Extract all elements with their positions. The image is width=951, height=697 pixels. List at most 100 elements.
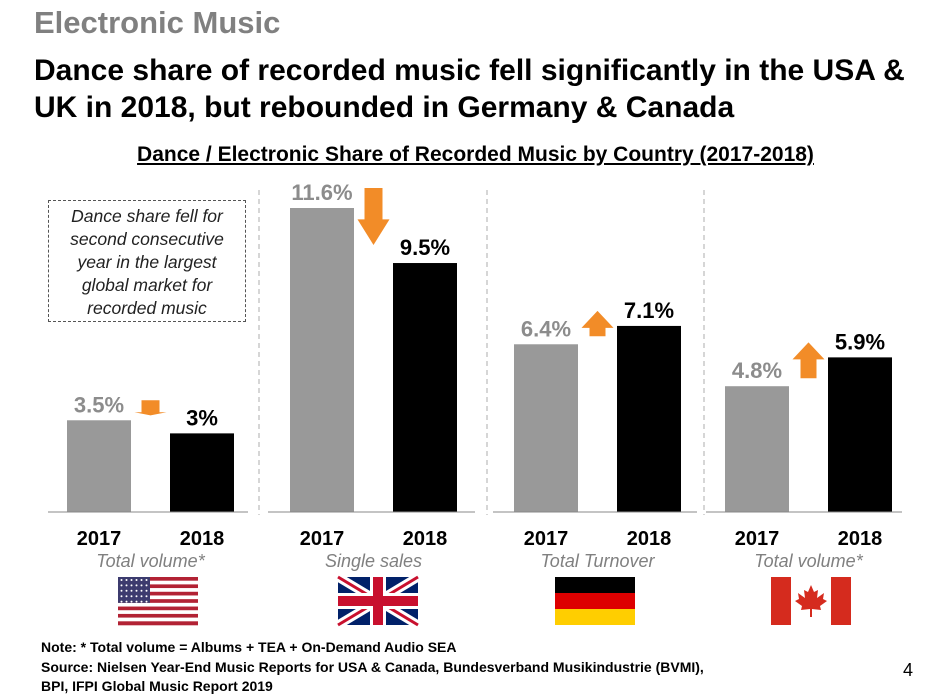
usa-flag-star	[120, 584, 123, 587]
metric-label-uk: Single sales	[325, 551, 422, 571]
usa-flag-star	[120, 600, 123, 603]
trend-arrows	[134, 188, 825, 416]
tick-label-usa-2017: 2017	[77, 528, 122, 550]
trend-arrow-up-canada	[792, 342, 825, 379]
germany-flag-stripe	[555, 609, 635, 625]
tick-label-canada-2017: 2017	[735, 528, 780, 550]
metric-labels: Total volume* Single sales Total Turnover T…	[96, 551, 863, 571]
bars	[67, 208, 892, 512]
usa-flag-stripe	[118, 602, 198, 607]
tick-label-germany-2018: 2018	[627, 528, 672, 550]
usa-flag-star	[125, 584, 128, 587]
usa-flag-stripe	[118, 621, 198, 626]
germany-flag-stripe	[555, 593, 635, 610]
usa-flag-star	[135, 584, 138, 587]
trend-arrow-up-germany	[581, 310, 614, 337]
usa-flag-star	[145, 589, 148, 592]
usa-flag-star	[140, 600, 143, 603]
bar-canada-2017	[725, 386, 789, 512]
value-label-uk-2017: 11.6%	[291, 180, 352, 205]
germany-flag-icon	[555, 577, 635, 625]
footnote-source-line1: Source: Nielsen Year-End Music Reports f…	[41, 658, 704, 675]
usa-flag-star	[125, 579, 128, 581]
usa-flag-star	[145, 595, 148, 598]
metric-label-canada: Total volume*	[754, 551, 863, 571]
value-label-uk-2018: 9.5%	[400, 235, 450, 260]
usa-flag-star	[140, 595, 143, 598]
tick-label-uk-2017: 2017	[300, 528, 345, 550]
usa-flag-stripe	[118, 606, 198, 611]
germany-flag-stripe	[555, 577, 635, 594]
value-label-usa-2018: 3%	[186, 405, 218, 430]
bar-usa-2018	[170, 433, 234, 512]
canada-flag-icon	[771, 577, 851, 625]
usa-flag-stripe	[118, 577, 198, 581]
bar-uk-2017	[290, 208, 354, 512]
bar-uk-2018	[393, 263, 457, 512]
value-labels: 3.5% 3% 11.6% 9.5% 6.4% 7.1% 4.8% 5.9%	[74, 180, 885, 430]
bar-usa-2017	[67, 420, 131, 512]
usa-flag-star	[120, 579, 123, 581]
usa-flag-star	[135, 589, 138, 592]
trend-arrow-down-uk	[357, 188, 390, 246]
callout-box: Dance share fell for second consecutive …	[48, 200, 246, 322]
usa-flag-star	[120, 589, 123, 592]
usa-flag-star	[145, 579, 148, 581]
value-label-germany-2018: 7.1%	[624, 298, 674, 323]
footnote-note: Note: * Total volume = Albums + TEA + On…	[41, 639, 457, 655]
metric-label-germany: Total Turnover	[540, 551, 655, 571]
usa-flag-stripe	[118, 580, 198, 585]
metric-label-usa: Total volume*	[96, 551, 205, 571]
trend-arrow-down-usa	[134, 400, 167, 416]
tick-label-usa-2018: 2018	[180, 528, 225, 550]
value-label-canada-2017: 4.8%	[732, 358, 782, 383]
usa-flag-star	[130, 579, 133, 581]
uk-flag-cross-red	[338, 596, 418, 606]
usa-flag-star	[145, 584, 148, 587]
usa-flag-star	[140, 584, 143, 587]
usa-flag-canton	[118, 577, 150, 603]
usa-flag-stripe	[118, 591, 198, 596]
usa-flag-star	[120, 595, 123, 598]
usa-flag-icon	[118, 577, 198, 626]
usa-flag-stripe	[118, 599, 198, 604]
value-label-germany-2017: 6.4%	[521, 316, 571, 341]
usa-flag-star	[130, 584, 133, 587]
usa-flag-star	[140, 579, 143, 581]
usa-flag-star	[125, 589, 128, 592]
tick-labels: 2017 2018 2017 2018 2017 2018 2017 2018	[77, 528, 883, 550]
bar-canada-2018	[828, 357, 892, 512]
usa-flag-stripe	[118, 613, 198, 618]
tick-label-uk-2018: 2018	[403, 528, 448, 550]
usa-flag-star	[135, 579, 138, 581]
usa-flag-stripe	[118, 610, 198, 615]
usa-flag-star	[125, 600, 128, 603]
bar-germany-2018	[617, 325, 681, 512]
headline: Dance share of recorded music fell signi…	[34, 54, 905, 124]
group-dividers	[258, 190, 705, 515]
tick-label-germany-2017: 2017	[524, 528, 569, 550]
tick-label-canada-2018: 2018	[838, 528, 883, 550]
chart-title: Dance / Electronic Share of Recorded Mus…	[137, 143, 814, 166]
usa-flag-star	[130, 589, 133, 592]
usa-flag-star	[130, 595, 133, 598]
flags	[118, 573, 851, 629]
footnote: Note: * Total volume = Albums + TEA + On…	[41, 638, 704, 697]
uk-flag-icon	[335, 573, 421, 629]
usa-flag-star	[125, 595, 128, 598]
page-number: 4	[903, 660, 914, 680]
usa-flag-stripe	[118, 584, 198, 589]
canada-flag-band	[771, 577, 791, 625]
usa-flag-stripe	[118, 595, 198, 600]
usa-flag-star	[135, 595, 138, 598]
usa-flag-star	[140, 589, 143, 592]
value-label-usa-2017: 3.5%	[74, 392, 124, 417]
section-label: Electronic Music	[34, 5, 281, 40]
usa-flag-star	[130, 600, 133, 603]
maple-leaf-icon	[795, 585, 827, 617]
value-label-canada-2018: 5.9%	[835, 329, 885, 354]
usa-flag-star	[145, 600, 148, 603]
canada-flag-band	[831, 577, 851, 625]
bar-germany-2017	[514, 344, 578, 512]
